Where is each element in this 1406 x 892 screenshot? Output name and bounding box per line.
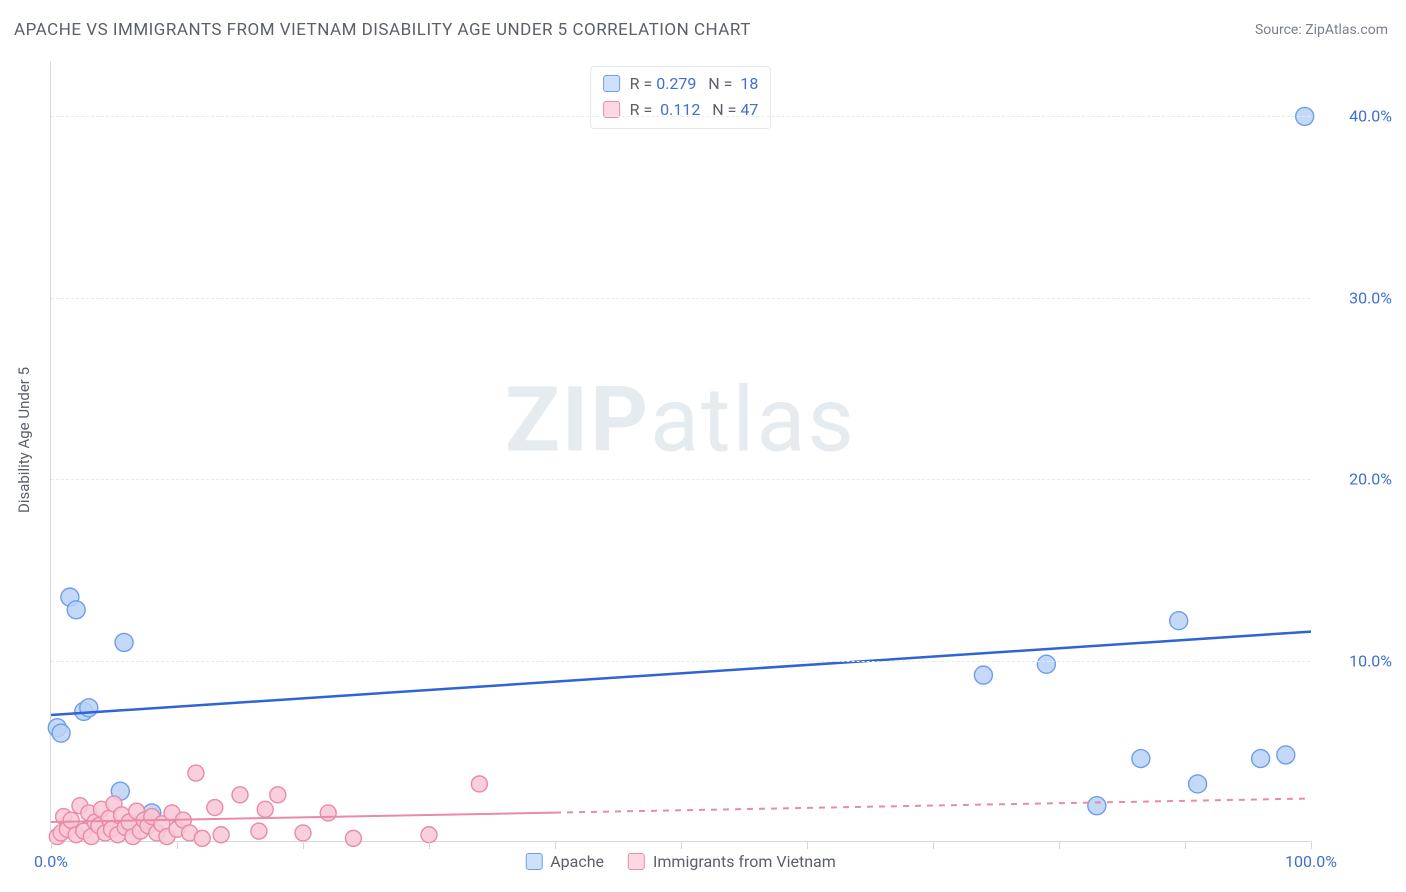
gridline — [51, 479, 1310, 480]
legend-text: R = 0.279 N = 18 — [630, 71, 759, 97]
gridline — [51, 298, 1310, 299]
y-tick-label: 20.0% — [1322, 470, 1392, 489]
x-tick — [933, 841, 934, 849]
data-point — [1170, 612, 1188, 630]
chart-title: APACHE VS IMMIGRANTS FROM VIETNAM DISABI… — [14, 20, 751, 40]
data-point — [251, 823, 267, 839]
x-tick — [177, 841, 178, 849]
x-tick — [681, 841, 682, 849]
data-point — [257, 801, 273, 817]
data-point — [63, 812, 79, 828]
legend-row: R = 0.112 N = 47 — [603, 97, 759, 123]
regression-line — [555, 798, 1311, 812]
data-point — [1252, 750, 1270, 768]
data-point — [270, 787, 286, 803]
data-point — [295, 825, 311, 841]
source-attribution: Source: ZipAtlas.com — [1255, 22, 1388, 38]
data-point — [1037, 655, 1055, 673]
data-point — [213, 827, 229, 843]
legend-swatch — [603, 75, 620, 92]
data-point — [115, 633, 133, 651]
x-tick — [807, 841, 808, 849]
x-tick — [1059, 841, 1060, 849]
data-point — [320, 805, 336, 821]
data-point — [52, 724, 70, 742]
x-tick — [51, 841, 52, 849]
data-point — [67, 601, 85, 619]
gridline — [51, 116, 1310, 117]
x-tick — [1311, 841, 1312, 849]
legend-swatch — [628, 853, 645, 870]
data-point — [471, 776, 487, 792]
data-point — [188, 765, 204, 781]
y-tick-label: 30.0% — [1322, 288, 1392, 307]
legend-swatch — [603, 101, 620, 118]
legend-swatch — [525, 853, 542, 870]
data-point — [1189, 775, 1207, 793]
y-axis-title: Disability Age Under 5 — [15, 367, 33, 513]
data-point — [194, 830, 210, 846]
chart-svg — [51, 62, 1310, 841]
data-point — [1088, 797, 1106, 815]
data-point — [974, 666, 992, 684]
legend-text: R = 0.112 N = 47 — [630, 97, 759, 123]
data-point — [1132, 750, 1150, 768]
correlation-legend: R = 0.279 N = 18R = 0.112 N = 47 — [590, 66, 772, 129]
x-tick-label: 0.0% — [34, 852, 68, 871]
x-tick — [1185, 841, 1186, 849]
data-point — [345, 830, 361, 846]
gridline — [51, 661, 1310, 662]
y-tick-label: 10.0% — [1322, 651, 1392, 670]
legend-item: Apache — [525, 852, 604, 871]
legend-label: Apache — [550, 852, 604, 871]
regression-line — [51, 632, 1311, 715]
plot-area: ZIPatlas R = 0.279 N = 18R = 0.112 N = 4… — [50, 62, 1310, 842]
x-tick — [429, 841, 430, 849]
x-tick — [555, 841, 556, 849]
x-tick — [303, 841, 304, 849]
data-point — [232, 787, 248, 803]
legend-label: Immigrants from Vietnam — [653, 852, 836, 871]
legend-row: R = 0.279 N = 18 — [603, 71, 759, 97]
data-point — [1277, 746, 1295, 764]
y-tick-label: 40.0% — [1322, 107, 1392, 126]
legend-item: Immigrants from Vietnam — [628, 852, 836, 871]
data-point — [207, 800, 223, 816]
series-legend: Apache Immigrants from Vietnam — [525, 852, 836, 871]
x-tick-label: 100.0% — [1285, 852, 1337, 871]
